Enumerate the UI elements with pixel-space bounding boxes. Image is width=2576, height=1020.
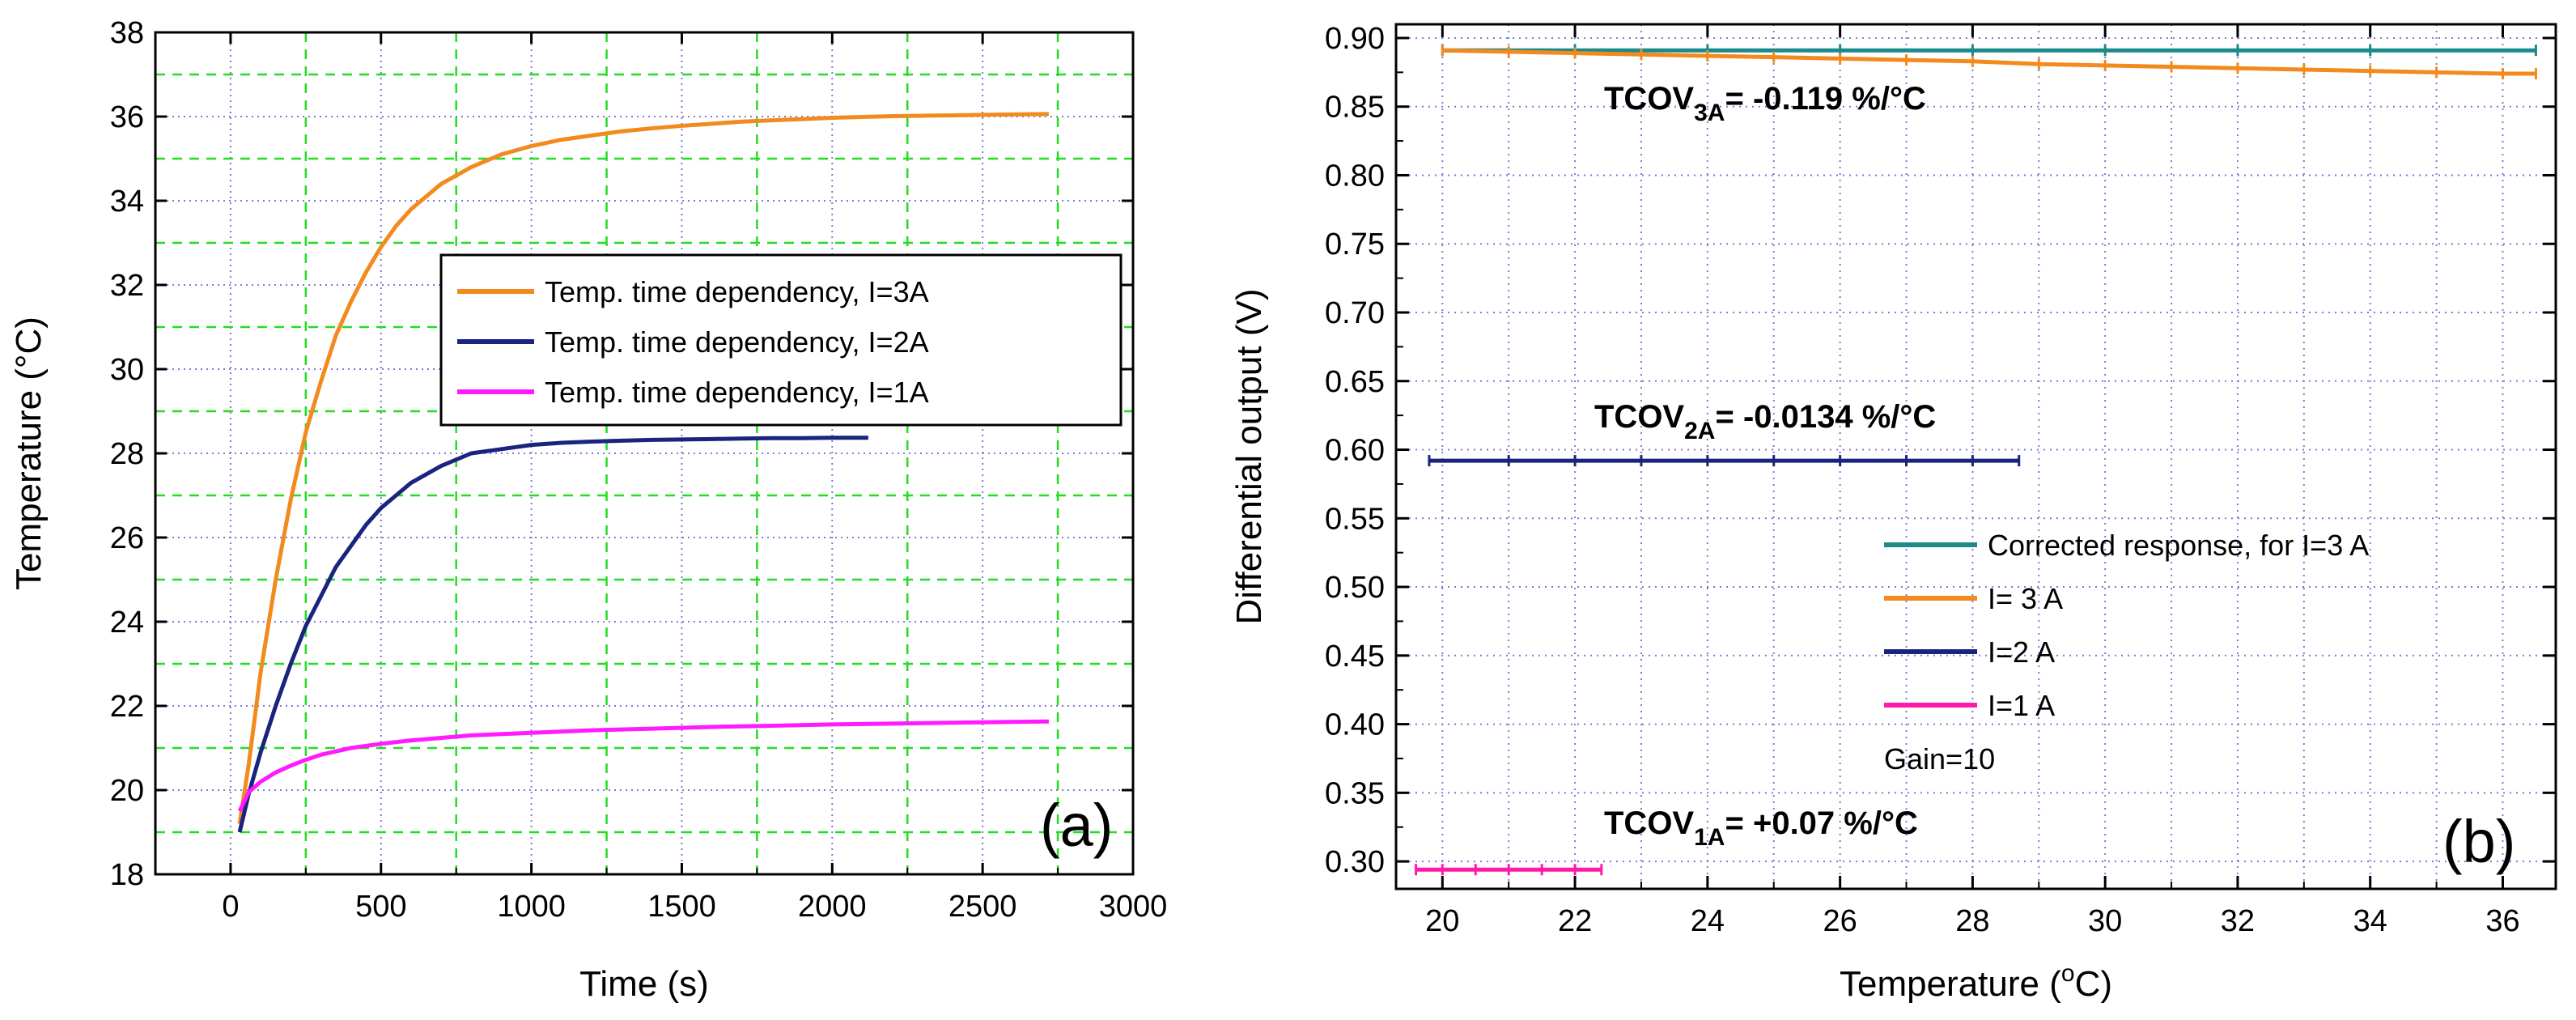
tcov-annotation-2: TCOV2A= -0.0134 %/°C bbox=[1594, 399, 1936, 444]
y-tick-label: 0.65 bbox=[1325, 365, 1385, 399]
tcov-value: = -0.119 %/°C bbox=[1725, 81, 1925, 117]
x-tick-label: 0 bbox=[222, 890, 239, 924]
x-tick-label: 32 bbox=[2221, 904, 2255, 938]
tcov-main: TCOV bbox=[1604, 805, 1694, 841]
y-axis-label-prefix: Temperature ( bbox=[9, 368, 49, 590]
legend-gain-note: Gain=10 bbox=[1884, 742, 1995, 776]
legend-label-4: I=1 A bbox=[1988, 689, 2055, 722]
x-tick-label: 2500 bbox=[948, 890, 1017, 924]
y-tick-label: 0.30 bbox=[1325, 845, 1385, 879]
series-line-2 bbox=[1442, 48, 2536, 76]
y-tick-label: 0.60 bbox=[1325, 434, 1385, 468]
x-tick-label: 3000 bbox=[1099, 890, 1168, 924]
plot-frame bbox=[1394, 23, 2557, 890]
x-tick-label: 2000 bbox=[798, 890, 867, 924]
y-tick-label: 32 bbox=[110, 269, 144, 303]
x-tick-label: 1500 bbox=[647, 890, 716, 924]
y-tick-label: 26 bbox=[110, 521, 144, 555]
series-line-3 bbox=[237, 719, 1049, 813]
y-tick-label: 0.80 bbox=[1325, 159, 1385, 193]
y-tick-label: 0.75 bbox=[1325, 227, 1385, 261]
y-axis-label-suffix: ) bbox=[9, 317, 49, 329]
x-axis-label: Temperature (oC) bbox=[1840, 960, 2112, 1004]
y-tick-label: 20 bbox=[110, 774, 144, 808]
tcov-annotation-3: TCOV1A= +0.07 %/°C bbox=[1604, 805, 1918, 851]
legend-label-1: Corrected response, for I=3 A bbox=[1988, 529, 2369, 562]
panel-label: (b) bbox=[2442, 808, 2515, 875]
series-line-1 bbox=[237, 112, 1049, 824]
legend-label-2: I= 3 A bbox=[1988, 582, 2063, 615]
x-axis-label: Time (s) bbox=[579, 964, 709, 1004]
tcov-annotation-1: TCOV3A= -0.119 %/°C bbox=[1604, 81, 1926, 126]
y-tick-label: 0.40 bbox=[1325, 708, 1385, 742]
x-axis-label-suffix: C) bbox=[2075, 964, 2112, 1004]
legend-label-3: Temp. time dependency, I=1A bbox=[545, 376, 929, 409]
y-tick-label: 0.70 bbox=[1325, 296, 1385, 330]
tcov-subscript: 3A bbox=[1694, 100, 1725, 126]
tcov-value: = +0.07 %/°C bbox=[1725, 805, 1917, 841]
y-tick-label: 22 bbox=[110, 690, 144, 724]
x-tick-label: 36 bbox=[2485, 904, 2519, 938]
x-axis-label-prefix: Temperature ( bbox=[1840, 964, 2061, 1004]
y-tick-label: 0.50 bbox=[1325, 571, 1385, 605]
chart-a: 0 500 1000 1500 2000 2500 3000 18 20 22 24 26 28 30 32… bbox=[9, 16, 1167, 1004]
tcov-subscript: 2A bbox=[1684, 418, 1715, 444]
tcov-value: = -0.0134 %/°C bbox=[1715, 399, 1936, 435]
y-tick-label: 28 bbox=[110, 437, 144, 471]
y-axis-label: Differential output (V) bbox=[1229, 289, 1269, 625]
y-tick-label: 36 bbox=[110, 100, 144, 134]
y-tick-label: 0.45 bbox=[1325, 640, 1385, 674]
x-tick-label: 24 bbox=[1691, 904, 1725, 938]
x-tick-label: 34 bbox=[2353, 904, 2387, 938]
y-tick-label: 0.90 bbox=[1325, 22, 1385, 56]
legend-label-3: I=2 A bbox=[1988, 635, 2055, 669]
x-tick-label: 22 bbox=[1558, 904, 1592, 938]
tcov-main: TCOV bbox=[1604, 81, 1694, 117]
x-tick-label: 30 bbox=[2088, 904, 2122, 938]
y-tick-label: 0.55 bbox=[1325, 502, 1385, 536]
legend-label-1: Temp. time dependency, I=3A bbox=[545, 275, 929, 308]
x-tick-label: 500 bbox=[355, 890, 406, 924]
x-tick-label: 28 bbox=[1955, 904, 1989, 938]
chart-b: 20 22 24 26 28 30 32 34 36 0.30 0.35 0.40 0.45 0.50 0.… bbox=[1229, 22, 2557, 1004]
y-tick-label: 34 bbox=[110, 185, 144, 219]
y-axis-label-unit: °C bbox=[9, 329, 49, 368]
x-axis-label-degree: o bbox=[2061, 960, 2075, 987]
x-tick-label: 26 bbox=[1823, 904, 1857, 938]
series-line-2 bbox=[237, 436, 868, 833]
legend-box bbox=[439, 253, 1122, 427]
tcov-subscript: 1A bbox=[1694, 824, 1725, 851]
y-tick-label: 0.35 bbox=[1325, 776, 1385, 810]
y-tick-label: 18 bbox=[110, 858, 144, 892]
tcov-main: TCOV bbox=[1594, 399, 1684, 435]
y-axis-label: Temperature (°C) bbox=[9, 317, 49, 590]
y-tick-label: 0.85 bbox=[1325, 91, 1385, 125]
y-tick-label: 38 bbox=[110, 16, 144, 50]
y-tick-label: 24 bbox=[110, 606, 144, 640]
y-tick-label: 30 bbox=[110, 353, 144, 387]
panel-label: (a) bbox=[1040, 792, 1113, 859]
x-tick-label: 1000 bbox=[497, 890, 566, 924]
x-tick-label: 20 bbox=[1425, 904, 1459, 938]
legend-label-2: Temp. time dependency, I=2A bbox=[545, 325, 929, 359]
